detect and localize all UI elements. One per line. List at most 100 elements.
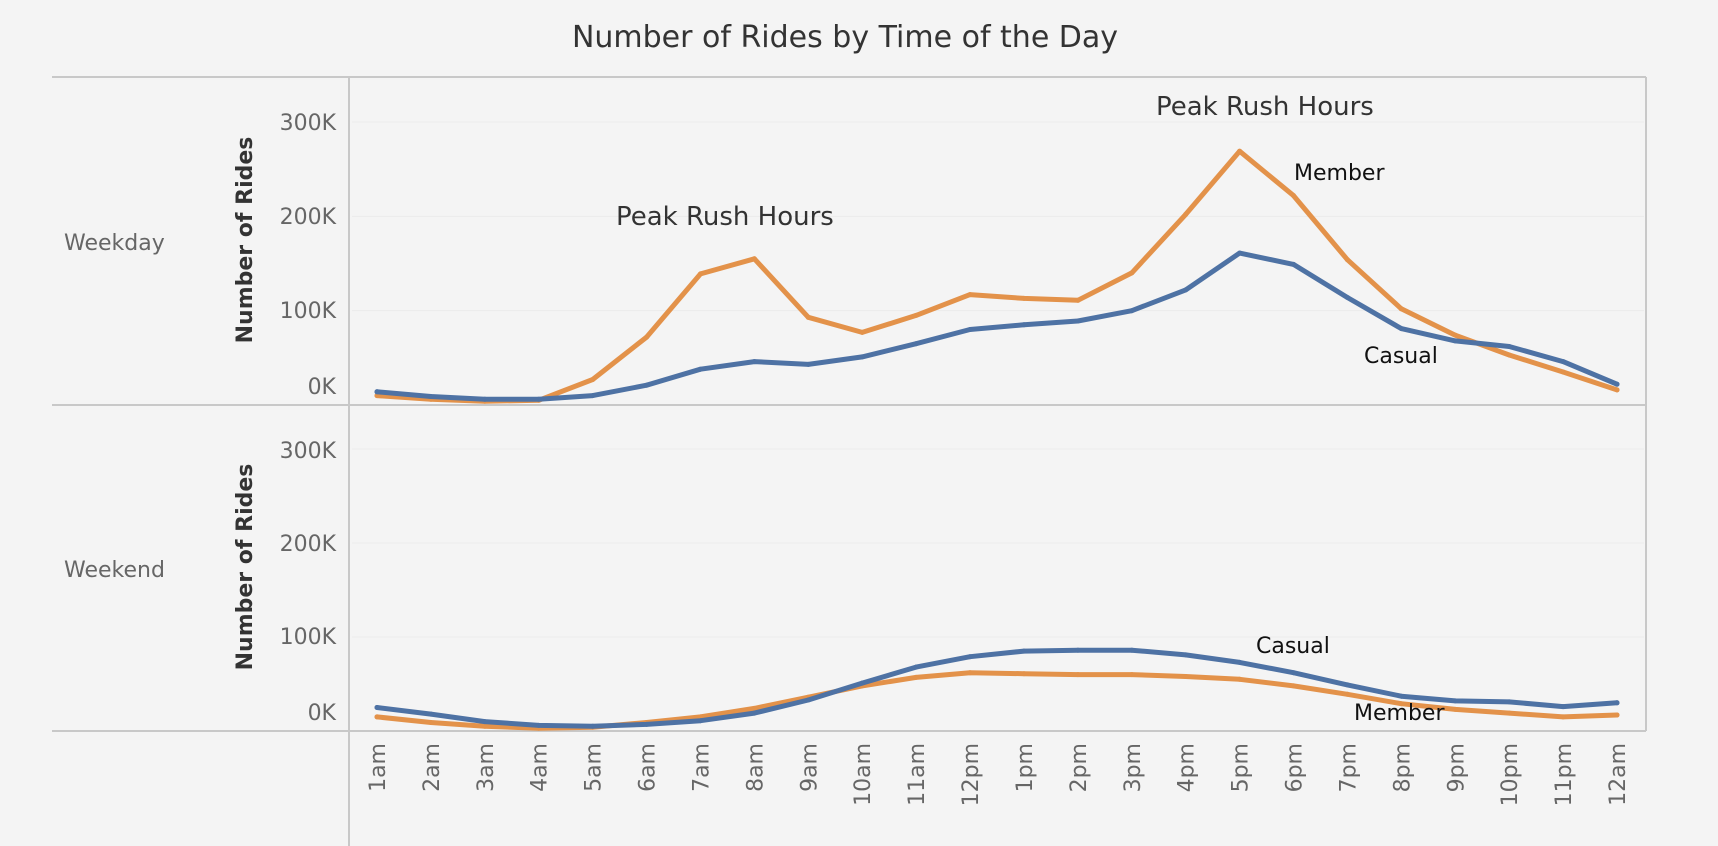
x-tick-label: 11am <box>905 743 930 806</box>
data-point-casual <box>805 361 811 367</box>
data-point-casual <box>1075 318 1081 324</box>
data-point-member <box>1344 691 1350 697</box>
x-tick-label: 12pm <box>959 743 984 806</box>
x-tick-label: 10am <box>851 743 876 806</box>
x-tick-label: 11pm <box>1552 743 1577 806</box>
y-axis-title-weekday: Number of Rides <box>233 137 258 344</box>
x-tick-label: 9am <box>797 743 822 792</box>
y-tick-label: 0K <box>308 701 337 726</box>
data-point-member <box>1183 674 1189 679</box>
data-point-casual <box>1075 647 1081 653</box>
x-tick-label: 3am <box>474 743 499 792</box>
data-point-casual <box>1021 322 1027 328</box>
x-tick-label: 4pm <box>1175 743 1200 792</box>
y-tick-label: 0K <box>308 375 337 400</box>
data-point-casual <box>1344 682 1350 688</box>
series-lines <box>374 148 1620 731</box>
data-point-casual <box>1237 659 1243 665</box>
data-point-casual <box>1183 652 1189 658</box>
data-point-casual <box>1560 704 1566 710</box>
data-point-casual <box>644 721 650 727</box>
data-point-member <box>1398 306 1404 312</box>
data-point-casual <box>536 396 542 402</box>
x-tick-label: 7am <box>690 743 715 792</box>
x-tick-label: 5am <box>582 743 607 792</box>
data-point-casual <box>374 389 380 395</box>
chart-frame <box>52 76 1647 846</box>
y-tick-label: 200K <box>280 532 337 557</box>
x-tick-label: 6pm <box>1283 743 1308 792</box>
data-point-member <box>1398 701 1404 707</box>
data-point-casual <box>590 723 596 729</box>
data-point-member <box>1291 193 1296 199</box>
x-tick-label: 6am <box>636 743 661 792</box>
data-point-member <box>428 720 434 725</box>
data-point-casual <box>1506 699 1512 705</box>
x-tick-label: 1am <box>366 743 391 792</box>
data-point-casual <box>1183 287 1189 293</box>
data-point-casual <box>1291 670 1296 676</box>
data-point-casual <box>967 327 973 332</box>
data-point-member <box>913 312 919 318</box>
data-point-casual <box>482 719 488 725</box>
x-tick-label: 2am <box>420 743 445 792</box>
x-tick-label: 4am <box>528 743 553 792</box>
data-point-casual <box>1129 308 1135 314</box>
data-point-casual <box>1129 647 1135 653</box>
y-tick-label: 200K <box>280 205 337 230</box>
y-axis-title-weekend: Number of Rides <box>233 464 258 671</box>
data-point-member <box>913 674 919 680</box>
data-point-casual <box>1398 693 1404 699</box>
series-label-member-weekend: Member <box>1354 701 1445 726</box>
data-point-member <box>1506 352 1512 358</box>
data-point-casual <box>428 711 434 717</box>
x-tick-label: 7pm <box>1336 743 1361 792</box>
data-point-member <box>374 714 380 720</box>
data-point-member <box>1614 712 1620 718</box>
data-point-member <box>1129 270 1135 276</box>
data-point-member <box>1452 332 1458 338</box>
data-point-member <box>1560 714 1566 720</box>
y-tick-label: 300K <box>280 111 337 136</box>
data-point-casual <box>1291 261 1296 267</box>
y-ticks-weekend: 0K 100K 200K 300K <box>280 439 337 726</box>
data-point-member <box>1183 211 1189 217</box>
data-point-member <box>751 705 757 711</box>
data-point-member <box>1075 672 1081 678</box>
data-point-casual <box>859 680 865 686</box>
data-point-member <box>1560 369 1566 375</box>
data-point-casual <box>1614 381 1620 387</box>
series-line-casual-weekday <box>374 250 1620 402</box>
data-point-member <box>1237 148 1243 154</box>
data-point-casual <box>1452 698 1458 704</box>
data-point-member <box>967 670 973 676</box>
series-label-casual-weekday: Casual <box>1364 344 1438 369</box>
gridlines <box>352 121 1644 638</box>
data-point-casual <box>1452 338 1458 344</box>
x-tick-label: 9pm <box>1444 743 1469 792</box>
annotation-evening-peak: Peak Rush Hours <box>1156 92 1374 122</box>
data-point-casual <box>428 394 434 399</box>
data-point-casual <box>1506 344 1512 349</box>
chart-title: Number of Rides by Time of the Day <box>572 20 1118 55</box>
data-point-member <box>1021 671 1027 677</box>
data-point-member <box>1506 710 1512 716</box>
x-axis-ticks: 1am 2am 3am 4am 5am 6am 7am 8am 9am 10am 11am 12pm 1… <box>366 743 1631 806</box>
data-point-casual <box>698 718 703 724</box>
data-point-casual <box>1560 359 1566 365</box>
data-point-member <box>482 723 488 729</box>
data-point-casual <box>536 722 542 728</box>
series-line-casual-weekend <box>374 647 1620 729</box>
data-point-casual <box>1614 700 1620 706</box>
y-ticks-weekday: 0K 100K 200K 300K <box>280 111 337 400</box>
data-point-member <box>1344 257 1350 263</box>
data-point-casual <box>913 664 919 670</box>
series-line-member-weekday <box>374 148 1620 404</box>
series-label-member-weekday: Member <box>1294 161 1385 186</box>
annotation-morning-peak: Peak Rush Hours <box>616 202 834 232</box>
data-point-member <box>1075 297 1081 303</box>
y-tick-label: 100K <box>280 625 337 650</box>
row-label-weekend: Weekend <box>64 558 165 583</box>
data-point-member <box>1614 387 1620 393</box>
x-tick-label: 3pm <box>1121 743 1146 792</box>
